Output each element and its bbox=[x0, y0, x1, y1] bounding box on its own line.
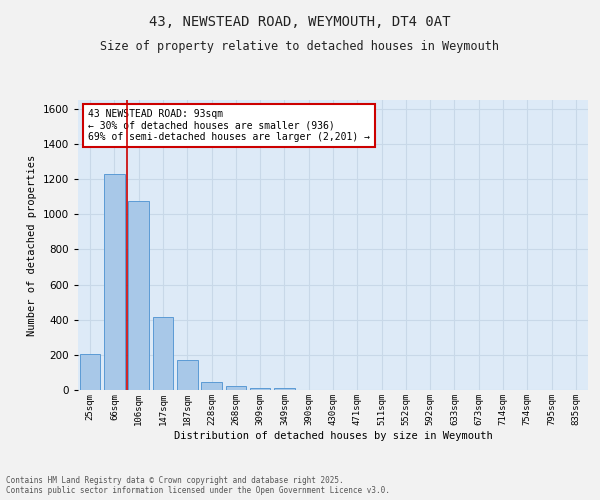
Bar bbox=[80, 354, 100, 390]
Text: 43, NEWSTEAD ROAD, WEYMOUTH, DT4 0AT: 43, NEWSTEAD ROAD, WEYMOUTH, DT4 0AT bbox=[149, 15, 451, 29]
Bar bbox=[226, 386, 246, 390]
Bar bbox=[128, 201, 149, 390]
Bar bbox=[250, 388, 271, 390]
Bar bbox=[274, 388, 295, 390]
Bar bbox=[152, 317, 173, 390]
Y-axis label: Number of detached properties: Number of detached properties bbox=[27, 154, 37, 336]
Text: Contains HM Land Registry data © Crown copyright and database right 2025.
Contai: Contains HM Land Registry data © Crown c… bbox=[6, 476, 390, 495]
X-axis label: Distribution of detached houses by size in Weymouth: Distribution of detached houses by size … bbox=[173, 430, 493, 440]
Text: 43 NEWSTEAD ROAD: 93sqm
← 30% of detached houses are smaller (936)
69% of semi-d: 43 NEWSTEAD ROAD: 93sqm ← 30% of detache… bbox=[88, 108, 370, 142]
Bar bbox=[201, 382, 222, 390]
Bar bbox=[177, 360, 197, 390]
Text: Size of property relative to detached houses in Weymouth: Size of property relative to detached ho… bbox=[101, 40, 499, 53]
Bar bbox=[104, 174, 125, 390]
